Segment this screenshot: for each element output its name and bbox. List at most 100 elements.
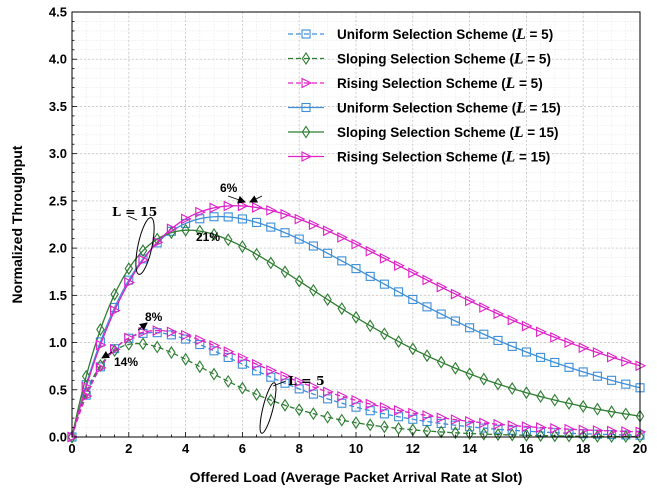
legend-label-prefix: Rising Selection Scheme ( (337, 150, 506, 165)
legend-label: Sloping Selection Scheme (L = 5) (337, 52, 551, 68)
data-point (607, 375, 617, 385)
plot-area (67, 200, 647, 444)
l15-leader (127, 215, 138, 221)
data-point (280, 208, 292, 220)
data-point (451, 426, 460, 440)
legend-label-prefix: Rising Selection Scheme ( (337, 76, 506, 91)
data-point (522, 386, 531, 400)
legend-marker (301, 125, 311, 139)
data-point (308, 219, 320, 231)
data-point (351, 264, 361, 274)
data-point (209, 227, 219, 241)
data-point (536, 429, 545, 443)
legend-marker (301, 51, 311, 66)
data-point (408, 267, 420, 279)
data-point (479, 372, 489, 386)
data-point (181, 352, 190, 366)
data-point (578, 399, 588, 413)
data-point (266, 204, 278, 216)
legend-entry-3: Rising Selection Scheme (L = 5) (288, 76, 543, 92)
data-point (337, 231, 349, 243)
data-point (521, 347, 531, 357)
y-tick-label: 1.0 (49, 335, 67, 350)
data-point (379, 253, 391, 264)
annotation-14-percent: 14% (114, 355, 138, 369)
l15-label: L = 15 (112, 204, 157, 219)
data-point (380, 420, 389, 434)
data-point (578, 367, 588, 377)
data-point (223, 346, 235, 358)
data-point (237, 214, 247, 224)
data-point (450, 288, 462, 300)
data-point (95, 362, 107, 374)
data-point (450, 414, 462, 426)
data-point (81, 381, 93, 393)
data-point (337, 302, 347, 316)
data-point (621, 407, 631, 421)
data-point (379, 401, 391, 413)
legend-label-prefix: Uniform Selection Scheme ( (337, 27, 517, 42)
data-point (337, 256, 347, 266)
data-point (195, 224, 205, 238)
data-point (95, 339, 107, 351)
data-point (166, 223, 178, 235)
data-point (422, 274, 434, 286)
l15-ellipse (135, 217, 155, 275)
data-point (365, 319, 375, 333)
data-point (294, 376, 306, 388)
data-point (323, 225, 334, 237)
data-point (351, 416, 361, 430)
l5-ellipse (259, 382, 277, 434)
annotation-6-percent: 6% (220, 181, 238, 195)
data-point (223, 233, 233, 247)
data-point (550, 429, 560, 443)
data-point (308, 241, 318, 251)
data-point (81, 369, 91, 383)
data-point (266, 222, 276, 232)
annotation-21-percent: 21% (196, 230, 220, 244)
y-tick-label: 2.0 (49, 241, 67, 256)
annotation-8-percent: 8% (145, 310, 163, 324)
legend-entry-6: Rising Selection Scheme (L = 15) (288, 150, 550, 166)
data-point (323, 293, 332, 307)
data-point (280, 228, 290, 238)
data-point (479, 427, 489, 441)
data-point (394, 287, 404, 297)
data-point (479, 417, 491, 429)
data-point (266, 364, 278, 376)
data-point (365, 271, 375, 281)
legend-label: Rising Selection Scheme (L = 5) (337, 76, 543, 92)
data-point (209, 212, 219, 222)
data-point (465, 367, 474, 381)
data-point (309, 407, 318, 421)
data-point (436, 309, 446, 319)
legend-marker (301, 102, 311, 113)
grid (71, 11, 641, 438)
data-point (294, 234, 304, 244)
data-point (166, 326, 178, 338)
data-point (223, 212, 233, 222)
data-point (451, 361, 460, 375)
data-point (493, 377, 503, 391)
data-point (536, 390, 545, 404)
data-point (564, 362, 574, 372)
data-point (294, 403, 304, 417)
data-point (223, 374, 233, 388)
x-axis-label: Offered Load (Average Packet Arrival Rat… (190, 469, 523, 485)
annotation-arrow (227, 195, 246, 204)
legend-label-var: L (515, 27, 526, 43)
data-point (351, 310, 361, 324)
x-tick-label: 4 (182, 441, 190, 456)
data-point (465, 422, 475, 432)
series-line (71, 205, 641, 438)
data-point (493, 428, 503, 442)
data-point (521, 320, 533, 332)
data-point (195, 206, 207, 218)
data-point (408, 294, 418, 304)
data-point (252, 247, 261, 261)
data-point (479, 423, 489, 433)
legend-entry-4: Uniform Selection Scheme (L = 15) (288, 101, 561, 117)
data-point (238, 240, 247, 254)
data-point (578, 429, 588, 443)
legend-label-var: L (515, 101, 526, 117)
